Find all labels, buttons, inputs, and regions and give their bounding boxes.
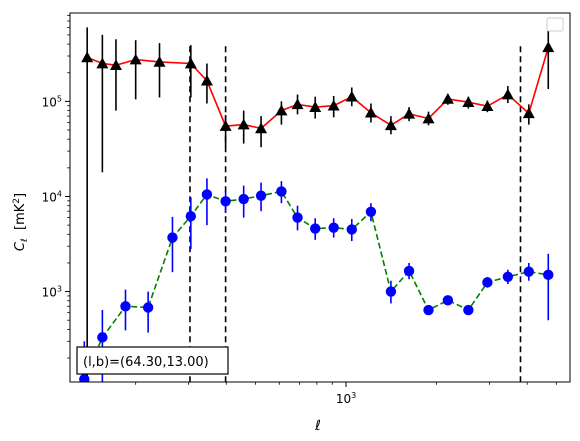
series-1-marker-4	[167, 232, 178, 243]
legend-box	[546, 17, 564, 32]
series-1-marker-21	[482, 277, 493, 288]
series-1-marker-1	[97, 332, 108, 343]
series-0-marker-20	[462, 96, 475, 108]
x-axis-label: ℓ	[314, 418, 321, 434]
series-0-marker-11	[291, 98, 304, 110]
series-1-marker-12	[310, 223, 321, 234]
series-0-marker-0	[81, 51, 94, 63]
series-0-marker-5	[184, 57, 197, 69]
series-1-marker-8	[238, 193, 249, 205]
series-1-marker-20	[463, 304, 474, 316]
series-1-marker-23	[523, 266, 535, 277]
series-1-marker-10	[276, 186, 287, 197]
series-0-marker-6	[200, 74, 213, 86]
series-0-marker-23	[522, 107, 535, 119]
series-0-marker-15	[364, 106, 377, 118]
series-0-marker-19	[441, 92, 454, 104]
series-0-line	[86, 47, 550, 130]
series-1-marker-13	[328, 222, 339, 233]
series-0-marker-2	[109, 59, 122, 71]
series-1-marker-9	[255, 190, 267, 201]
x-tick-label-1000: 103	[336, 391, 356, 406]
series-1-marker-18	[423, 304, 434, 316]
axes: 103 103 104 105	[42, 12, 571, 406]
series-1-marker-3	[142, 302, 154, 313]
series-0-marker-8	[237, 118, 250, 130]
series-0-marker-13	[327, 99, 340, 111]
series-1-marker-5	[185, 211, 197, 222]
series-1-marker-7	[220, 196, 231, 207]
y-tick-label-100000: 105	[42, 94, 62, 109]
series-1-marker-22	[502, 271, 514, 283]
series-1-marker-0	[79, 373, 90, 382]
series-1-marker-24	[543, 269, 554, 281]
series-0-marker-7	[219, 120, 232, 131]
series-1-marker-16	[385, 286, 397, 297]
vertical-dashed-lines	[189, 46, 522, 382]
plot-frame	[69, 12, 571, 383]
series-0-marker-24	[542, 41, 555, 53]
y-axis-label: Cℓ [mK2]	[12, 193, 30, 251]
series-1-marker-17	[403, 265, 415, 277]
series-0-marker-21	[481, 100, 494, 111]
coordinate-annotation: (l,b)=(64.30,13.00)	[76, 346, 229, 375]
series-1-marker-19	[442, 295, 454, 306]
series-0-marker-12	[309, 101, 322, 112]
svg-text:(l,b)=(64.30,13.00): (l,b)=(64.30,13.00)	[83, 355, 209, 370]
series-0-marker-4	[153, 55, 166, 67]
series-0-marker-1	[96, 57, 109, 69]
series-1-marker-6	[201, 189, 213, 200]
series-0-marker-18	[422, 112, 435, 124]
data-series	[79, 26, 555, 382]
series-0-marker-10	[275, 104, 288, 116]
y-tick-label-1000: 103	[42, 285, 62, 300]
series-0-marker-14	[345, 90, 358, 102]
series-1-marker-14	[346, 224, 357, 235]
series-0-marker-9	[255, 122, 268, 134]
svg-text:Cℓ [mK2]: Cℓ [mK2]	[12, 193, 30, 251]
series-0	[81, 26, 555, 380]
series-0-marker-16	[384, 119, 397, 131]
y-tick-label-10000: 104	[42, 189, 62, 204]
series-0-marker-17	[403, 107, 416, 119]
series-0-marker-3	[129, 53, 142, 65]
series-1-marker-15	[365, 206, 377, 218]
series-1-marker-11	[292, 212, 303, 223]
series-0-marker-22	[501, 88, 514, 100]
series-1-marker-2	[120, 301, 131, 312]
